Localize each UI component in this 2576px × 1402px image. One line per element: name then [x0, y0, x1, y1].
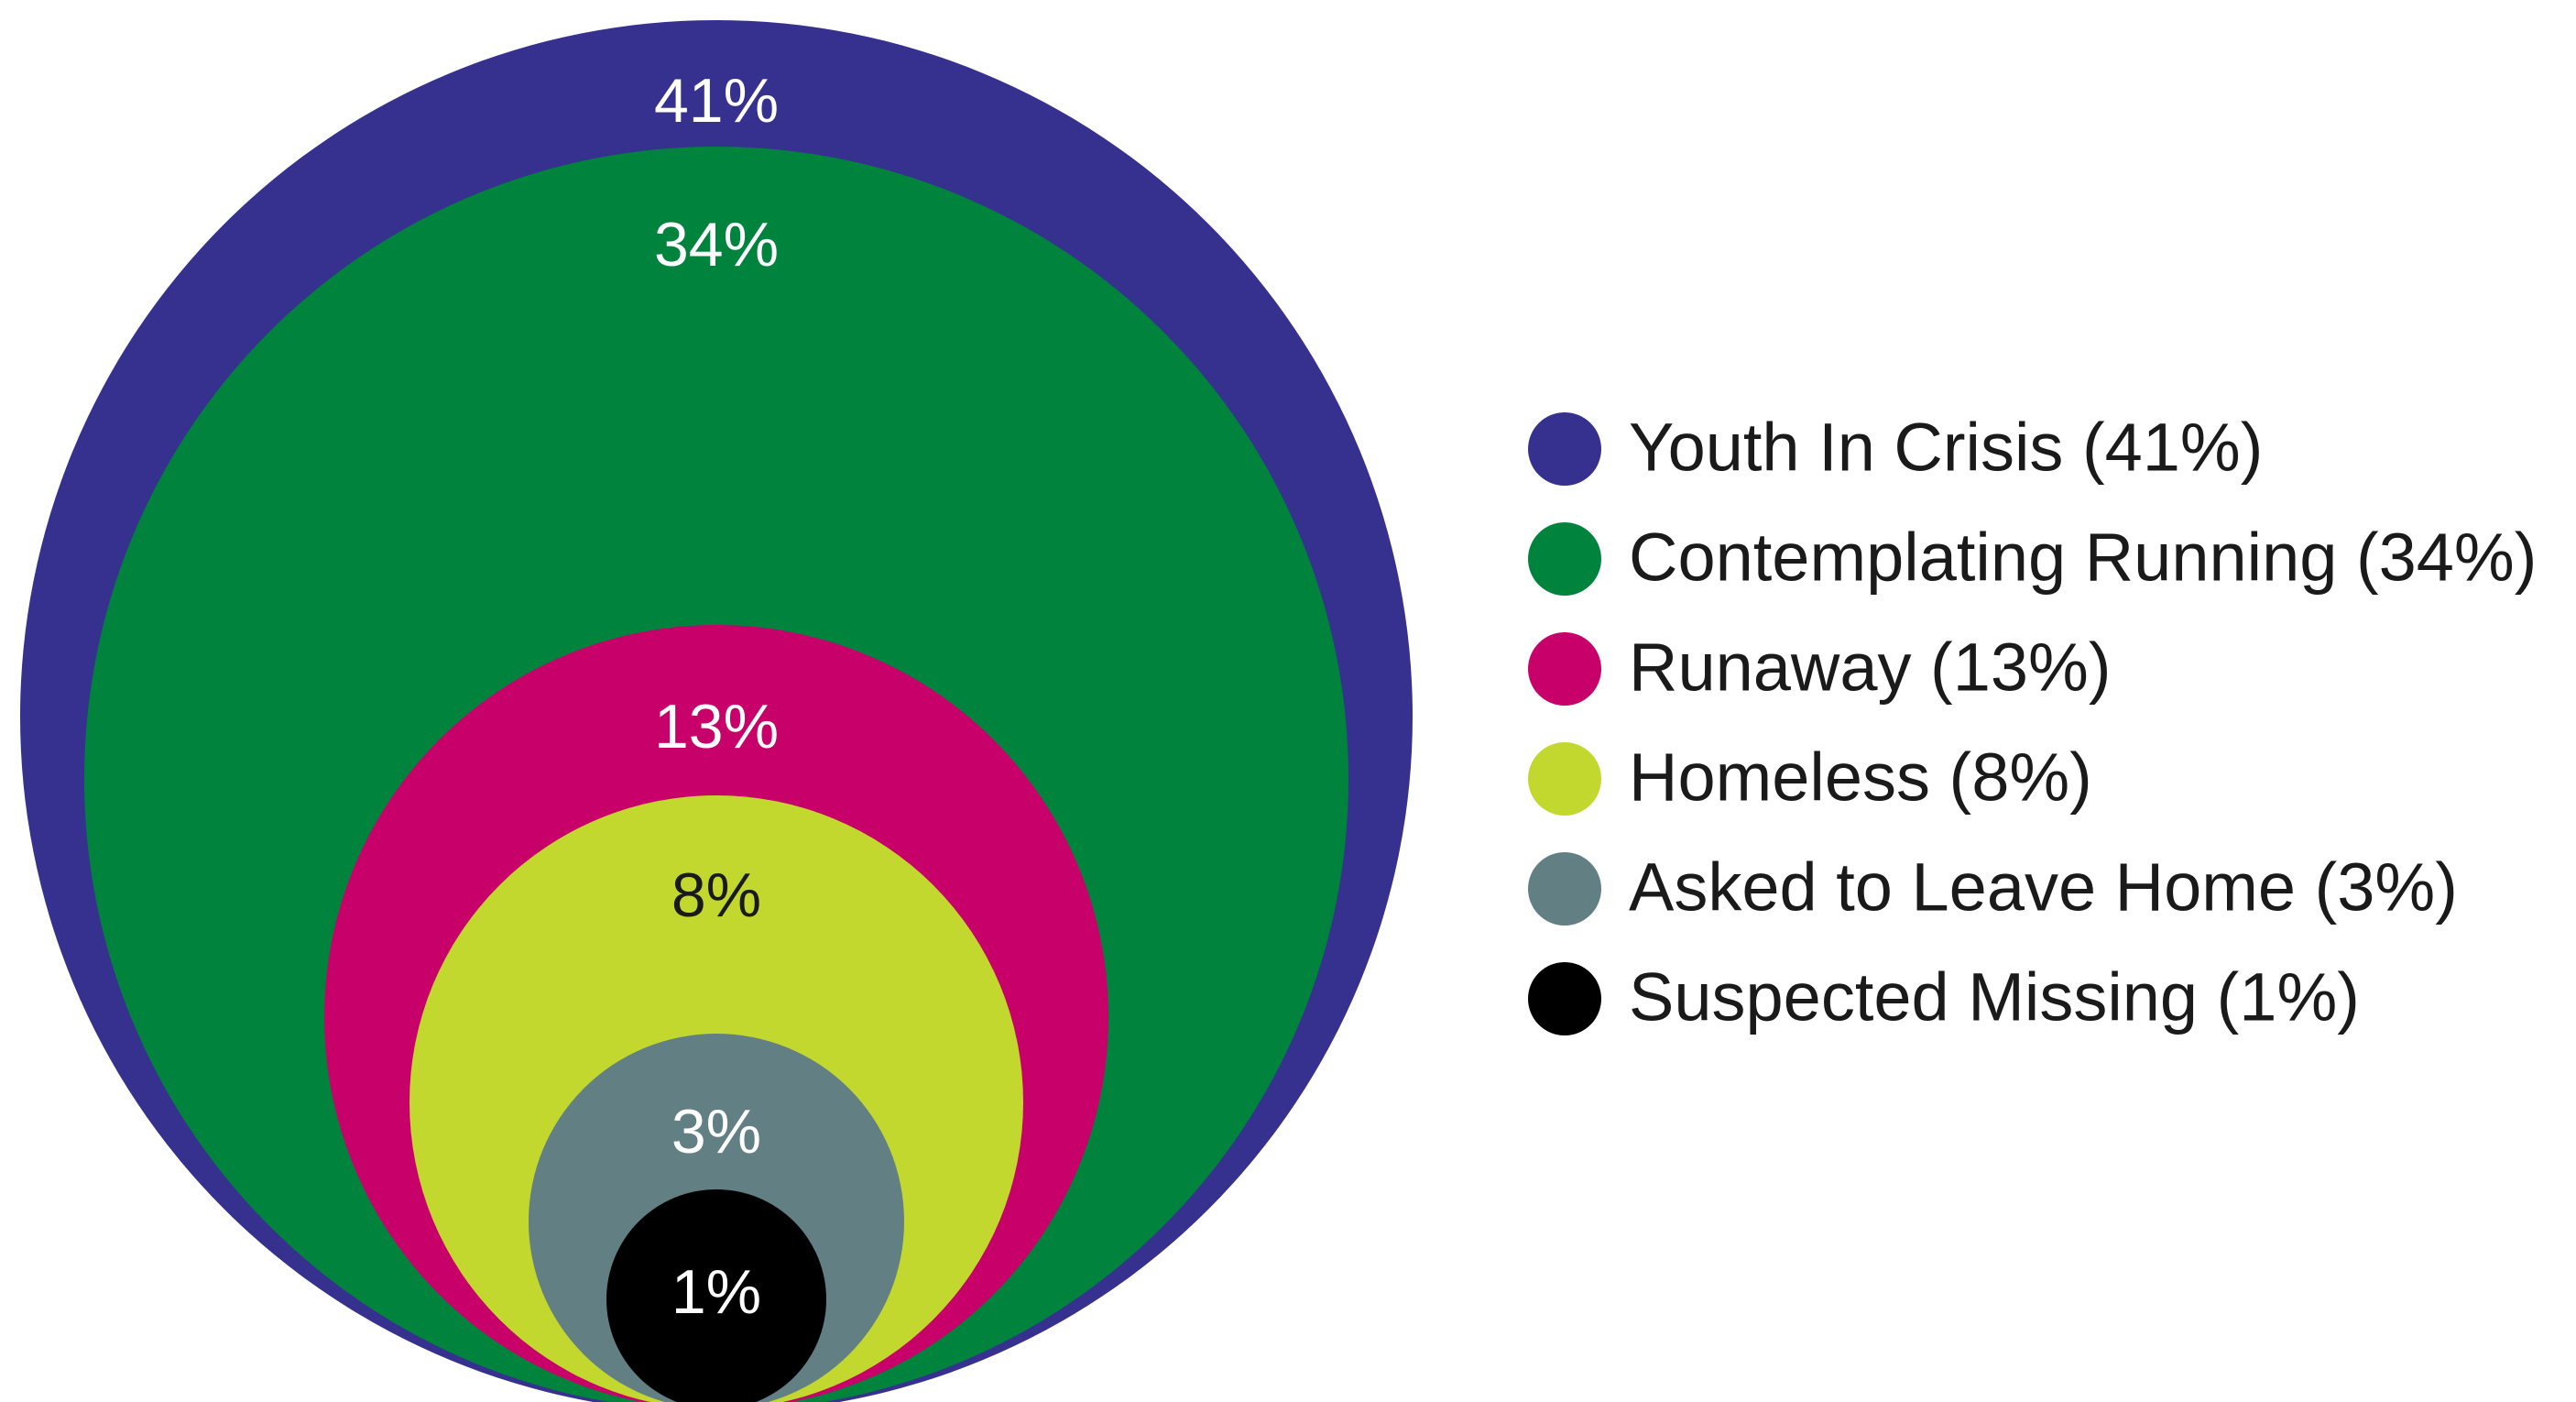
legend-item: Suspected Missing (1%)	[1528, 959, 2360, 1035]
legend-item: Homeless (8%)	[1528, 739, 2092, 816]
legend-marker	[1528, 852, 1601, 926]
legend-label: Asked to Leave Home (3%)	[1629, 849, 2458, 926]
data-label-youth-in-crisis: 41%	[654, 66, 779, 136]
legend-item: Asked to Leave Home (3%)	[1528, 849, 2458, 926]
data-label-suspected-missing: 1%	[671, 1257, 761, 1327]
data-label-asked-to-leave-home: 3%	[671, 1097, 761, 1167]
circle-label-group: 41% 34% 13% 8% 3% 1%	[654, 66, 779, 1327]
data-label-runaway: 13%	[654, 692, 779, 761]
legend-marker	[1528, 962, 1601, 1035]
legend-label: Homeless (8%)	[1629, 739, 2092, 816]
legend-marker	[1528, 412, 1601, 486]
legend-marker	[1528, 742, 1601, 816]
legend-label: Suspected Missing (1%)	[1629, 959, 2360, 1035]
legend-label: Youth In Crisis (41%)	[1629, 410, 2263, 486]
legend-item: Runaway (13%)	[1528, 630, 2111, 706]
legend-marker	[1528, 522, 1601, 596]
circle-group	[20, 20, 1413, 1402]
legend-item: Contemplating Running (34%)	[1528, 520, 2537, 596]
circle-suspected-missing	[606, 1189, 826, 1402]
legend-label: Runaway (13%)	[1629, 630, 2111, 706]
legend-item: Youth In Crisis (41%)	[1528, 410, 2263, 486]
legend-label: Contemplating Running (34%)	[1629, 520, 2537, 596]
data-label-contemplating-running: 34%	[654, 210, 779, 279]
legend: Youth In Crisis (41%) Contemplating Runni…	[1528, 410, 2537, 1035]
data-label-homeless: 8%	[671, 860, 761, 930]
legend-marker	[1528, 632, 1601, 706]
